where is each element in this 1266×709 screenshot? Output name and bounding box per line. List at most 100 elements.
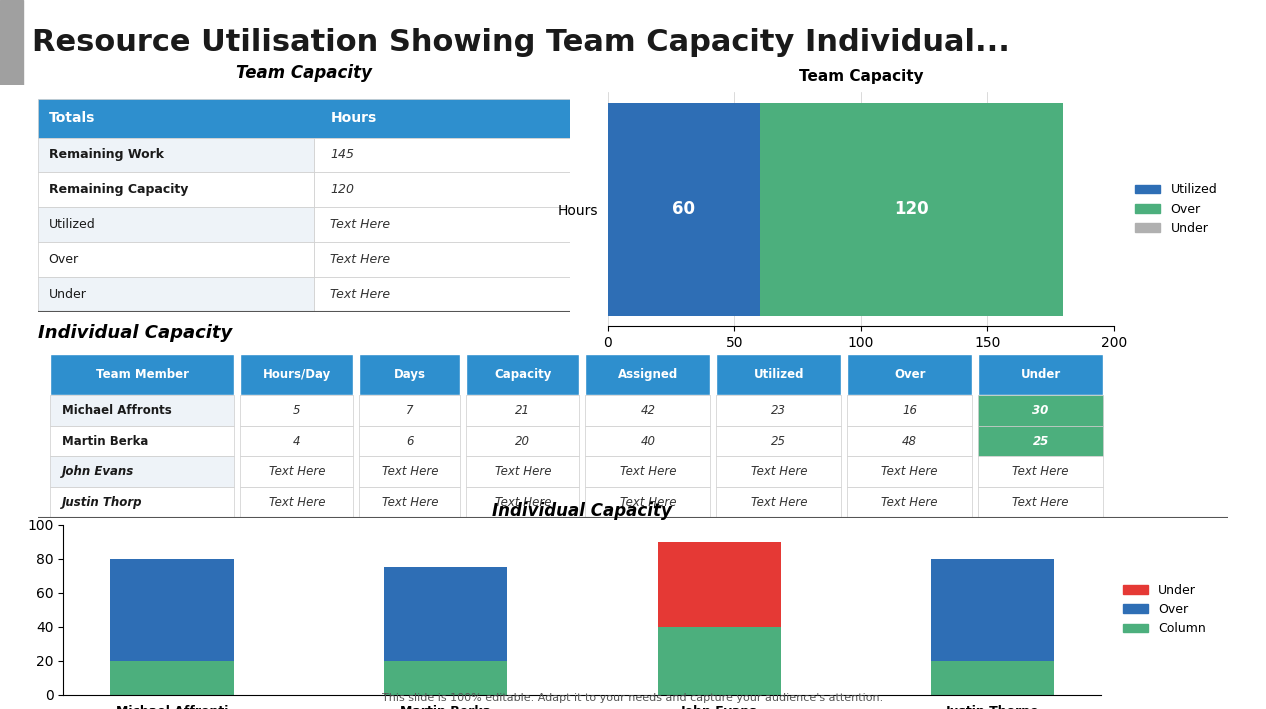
Text: Text Here: Text Here — [1013, 465, 1069, 478]
Text: Assigned: Assigned — [618, 369, 679, 381]
FancyBboxPatch shape — [717, 354, 841, 396]
FancyBboxPatch shape — [717, 396, 841, 426]
FancyBboxPatch shape — [847, 487, 972, 518]
Text: 4: 4 — [292, 435, 300, 447]
FancyBboxPatch shape — [979, 457, 1103, 487]
FancyBboxPatch shape — [585, 396, 710, 426]
Text: Totals: Totals — [48, 111, 95, 125]
Text: Team Member: Team Member — [96, 369, 189, 381]
FancyBboxPatch shape — [49, 457, 234, 487]
Text: Text Here: Text Here — [619, 496, 676, 509]
FancyBboxPatch shape — [38, 207, 314, 242]
FancyBboxPatch shape — [979, 396, 1103, 426]
FancyBboxPatch shape — [241, 457, 353, 487]
FancyBboxPatch shape — [979, 354, 1103, 396]
FancyBboxPatch shape — [360, 457, 461, 487]
FancyBboxPatch shape — [241, 354, 353, 396]
Text: Text Here: Text Here — [1013, 496, 1069, 509]
FancyBboxPatch shape — [241, 426, 353, 457]
FancyBboxPatch shape — [314, 138, 570, 172]
Text: Text Here: Text Here — [381, 496, 438, 509]
FancyBboxPatch shape — [847, 396, 972, 426]
Polygon shape — [0, 0, 23, 85]
Text: Capacity: Capacity — [494, 369, 552, 381]
Title: Individual Capacity: Individual Capacity — [492, 503, 672, 520]
Text: 6: 6 — [406, 435, 414, 447]
Bar — [657, 542, 781, 627]
Text: 120: 120 — [330, 184, 354, 196]
Text: 21: 21 — [515, 404, 530, 417]
Text: Text Here: Text Here — [751, 465, 806, 478]
Text: Text Here: Text Here — [330, 288, 390, 301]
Text: Text Here: Text Here — [495, 496, 551, 509]
FancyBboxPatch shape — [241, 396, 353, 426]
FancyBboxPatch shape — [466, 396, 580, 426]
Text: 5: 5 — [292, 404, 300, 417]
FancyBboxPatch shape — [847, 354, 972, 396]
FancyBboxPatch shape — [38, 242, 314, 277]
Bar — [931, 661, 1055, 695]
Text: Michael Affronts: Michael Affronts — [62, 404, 171, 417]
Text: Individual Capacity: Individual Capacity — [38, 324, 232, 342]
Title: Team Capacity: Team Capacity — [799, 69, 923, 84]
FancyBboxPatch shape — [585, 487, 710, 518]
Text: Utilized: Utilized — [753, 369, 804, 381]
Text: 23: 23 — [771, 404, 786, 417]
Text: 7: 7 — [406, 404, 414, 417]
Bar — [657, 627, 781, 695]
Text: 25: 25 — [771, 435, 786, 447]
Text: Text Here: Text Here — [330, 253, 390, 266]
FancyBboxPatch shape — [314, 277, 570, 312]
Text: Text Here: Text Here — [881, 496, 938, 509]
FancyBboxPatch shape — [585, 354, 710, 396]
FancyBboxPatch shape — [466, 426, 580, 457]
FancyBboxPatch shape — [717, 426, 841, 457]
Text: 120: 120 — [894, 200, 929, 218]
Text: Text Here: Text Here — [268, 496, 325, 509]
Text: 40: 40 — [641, 435, 656, 447]
Text: Text Here: Text Here — [330, 218, 390, 231]
FancyBboxPatch shape — [466, 457, 580, 487]
Text: John Evans: John Evans — [62, 465, 134, 478]
Text: Hours/Day: Hours/Day — [262, 369, 330, 381]
FancyBboxPatch shape — [979, 487, 1103, 518]
FancyBboxPatch shape — [314, 207, 570, 242]
FancyBboxPatch shape — [585, 457, 710, 487]
Text: 25: 25 — [1033, 435, 1048, 447]
Text: Remaining Capacity: Remaining Capacity — [48, 184, 187, 196]
FancyBboxPatch shape — [360, 354, 461, 396]
FancyBboxPatch shape — [847, 426, 972, 457]
Text: Resource Utilisation Showing Team Capacity Individual...: Resource Utilisation Showing Team Capaci… — [32, 28, 1009, 57]
Text: Under: Under — [1020, 369, 1061, 381]
Text: Over: Over — [48, 253, 78, 266]
Text: 30: 30 — [1033, 404, 1048, 417]
Text: Justin Thorp: Justin Thorp — [62, 496, 142, 509]
FancyBboxPatch shape — [360, 487, 461, 518]
Text: Team Capacity: Team Capacity — [235, 65, 372, 82]
FancyBboxPatch shape — [38, 172, 314, 207]
FancyBboxPatch shape — [49, 354, 234, 396]
Text: Under: Under — [48, 288, 86, 301]
Text: This slide is 100% editable. Adapt it to your needs and capture your audience's : This slide is 100% editable. Adapt it to… — [382, 693, 884, 703]
Bar — [110, 559, 234, 661]
Bar — [110, 661, 234, 695]
FancyBboxPatch shape — [241, 487, 353, 518]
Text: 16: 16 — [903, 404, 917, 417]
Text: Days: Days — [394, 369, 425, 381]
Bar — [760, 103, 1063, 316]
Text: Remaining Work: Remaining Work — [48, 148, 163, 162]
FancyBboxPatch shape — [314, 242, 570, 277]
Text: Hours: Hours — [330, 111, 377, 125]
FancyBboxPatch shape — [49, 426, 234, 457]
Text: Over: Over — [894, 369, 925, 381]
FancyBboxPatch shape — [979, 426, 1103, 457]
Text: 42: 42 — [641, 404, 656, 417]
Text: 145: 145 — [330, 148, 354, 162]
FancyBboxPatch shape — [38, 138, 314, 172]
Bar — [931, 559, 1055, 661]
Text: Text Here: Text Here — [751, 496, 806, 509]
Text: Text Here: Text Here — [381, 465, 438, 478]
FancyBboxPatch shape — [38, 277, 314, 312]
Bar — [384, 567, 508, 661]
Text: Text Here: Text Here — [495, 465, 551, 478]
